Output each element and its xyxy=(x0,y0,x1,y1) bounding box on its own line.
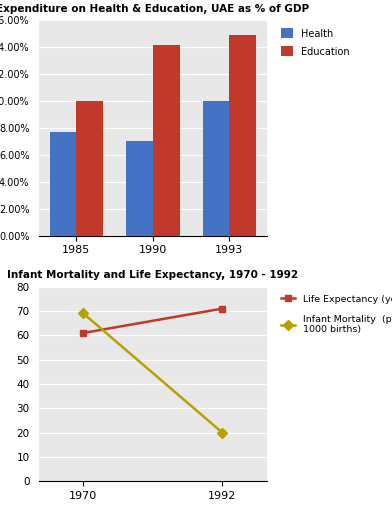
Bar xyxy=(203,101,229,236)
Bar xyxy=(126,141,153,236)
Title: Infant Mortality and Life Expectancy, 1970 - 1992: Infant Mortality and Life Expectancy, 19… xyxy=(7,270,298,281)
Title: Expenditure on Health & Education, UAE as % of GDP: Expenditure on Health & Education, UAE a… xyxy=(0,4,309,14)
Legend: Health, Education: Health, Education xyxy=(278,25,352,59)
Bar xyxy=(49,132,76,236)
Legend: Life Expectancy (years), Infant Mortality  (per
1000 births): Life Expectancy (years), Infant Mortalit… xyxy=(278,291,392,337)
Bar xyxy=(76,101,103,236)
Bar xyxy=(153,45,180,236)
Bar xyxy=(229,35,256,236)
